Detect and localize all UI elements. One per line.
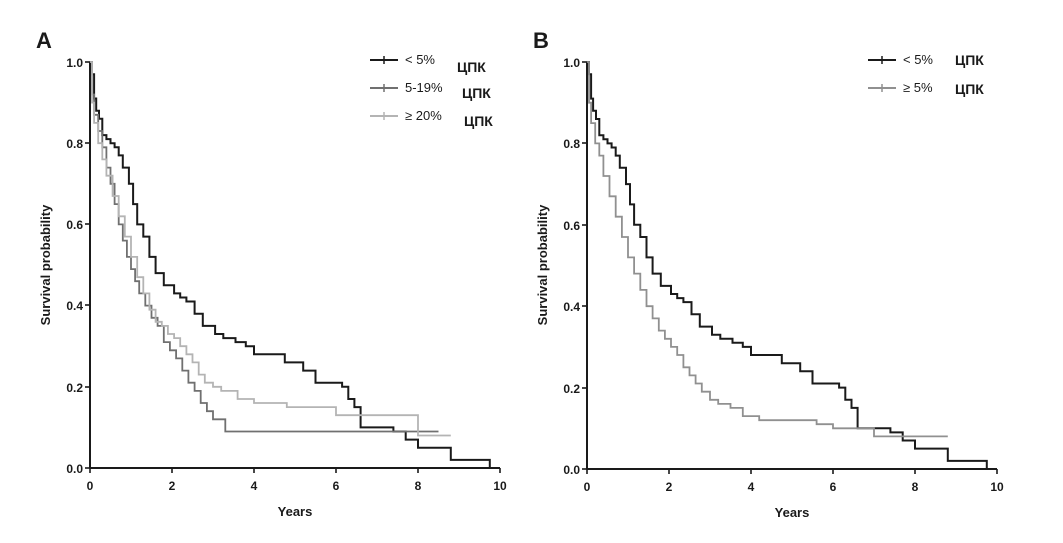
panel-a-y-tick-1: 0.2 [66, 381, 83, 395]
panel-a-x-tick-5: 10 [493, 479, 507, 493]
panel-a-legend-suffix-1: ЦПК [462, 85, 491, 101]
panel-b-series [587, 61, 988, 469]
panel-b-legend-suffix-1: ЦПК [955, 81, 984, 97]
panel-a-series [90, 61, 491, 468]
panel-a: A 0.0 0.2 0.4 0.6 0.8 1.0 0 2 4 6 8 10 Y… [36, 28, 507, 519]
panel-a-legend-suffix-2: ЦПК [464, 113, 493, 129]
panel-a-y-tick-labels: 0.0 0.2 0.4 0.6 0.8 1.0 [66, 56, 83, 476]
panel-a-series-5-19 [90, 61, 439, 433]
panel-b-y-tick-labels: 0.0 0.2 0.4 0.6 0.8 1.0 [563, 56, 580, 477]
panel-b-letter: B [533, 28, 549, 53]
panel-a-legend-suffix-0: ЦПК [457, 59, 486, 75]
panel-b-x-tick-3: 6 [830, 480, 837, 494]
panel-a-y-tick-5: 1.0 [66, 56, 83, 70]
panel-a-x-tick-0: 0 [87, 479, 94, 493]
panel-a-x-tick-labels: 0 2 4 6 8 10 [87, 479, 507, 493]
panel-b-series-lt5 [587, 61, 988, 469]
panel-a-legend-item-1: 5-19% ЦПК [370, 80, 491, 101]
panel-b-legend-label-1: ≥ 5% [903, 80, 933, 95]
panel-a-letter: A [36, 28, 52, 53]
panel-b-y-axis-title: Survival probability [535, 204, 550, 325]
panel-a-series-ge20 [90, 61, 451, 437]
panel-a-y-tick-0: 0.0 [66, 462, 83, 476]
panel-a-x-tick-1: 2 [169, 479, 176, 493]
panel-b-y-tick-4: 0.8 [563, 137, 580, 151]
panel-a-x-tick-4: 8 [415, 479, 422, 493]
panel-b-y-tick-0: 0.0 [563, 463, 580, 477]
panel-a-legend-label-2: ≥ 20% [405, 108, 442, 123]
panel-a-x-axis-title: Years [278, 504, 313, 519]
panel-b-legend-item-1: ≥ 5% ЦПК [868, 80, 984, 97]
panel-b-series-ge5 [587, 61, 948, 438]
panel-b-x-axis-title: Years [775, 505, 810, 520]
panel-b-y-tick-5: 1.0 [563, 56, 580, 70]
panel-b-y-tick-3: 0.6 [563, 219, 580, 233]
panel-b-legend-suffix-0: ЦПК [955, 52, 984, 68]
panel-a-y-tick-3: 0.6 [66, 218, 83, 232]
panel-b-axes [582, 61, 998, 474]
panel-a-legend-item-2: ≥ 20% ЦПК [370, 108, 493, 129]
panel-b-x-tick-5: 10 [990, 480, 1004, 494]
panel-a-series-lt5 [90, 61, 491, 468]
panel-a-y-tick-4: 0.8 [66, 137, 83, 151]
panel-b: B 0.0 0.2 0.4 0.6 0.8 1.0 0 2 4 6 8 10 Y… [533, 28, 1004, 520]
panel-b-x-tick-4: 8 [912, 480, 919, 494]
panel-a-x-tick-2: 4 [251, 479, 258, 493]
panel-a-legend: < 5% ЦПК 5-19% ЦПК ≥ 20% ЦПК [370, 52, 493, 129]
panel-a-x-tick-3: 6 [333, 479, 340, 493]
panel-a-legend-label-0: < 5% [405, 52, 435, 67]
panel-b-y-tick-2: 0.4 [563, 300, 580, 314]
panel-a-y-axis-title: Survival probability [38, 204, 53, 325]
panel-b-x-tick-1: 2 [666, 480, 673, 494]
panel-b-x-tick-2: 4 [748, 480, 755, 494]
panel-a-y-tick-2: 0.4 [66, 299, 83, 313]
panel-b-legend-label-0: < 5% [903, 52, 933, 67]
panel-b-legend: < 5% ЦПК ≥ 5% ЦПК [868, 52, 984, 97]
panel-b-x-tick-labels: 0 2 4 6 8 10 [584, 480, 1004, 494]
panel-b-legend-item-0: < 5% ЦПК [868, 52, 984, 68]
panel-b-x-tick-0: 0 [584, 480, 591, 494]
panel-a-axes [85, 61, 501, 473]
panel-b-y-tick-1: 0.2 [563, 382, 580, 396]
panel-a-legend-item-0: < 5% ЦПК [370, 52, 486, 75]
panel-a-legend-label-1: 5-19% [405, 80, 443, 95]
